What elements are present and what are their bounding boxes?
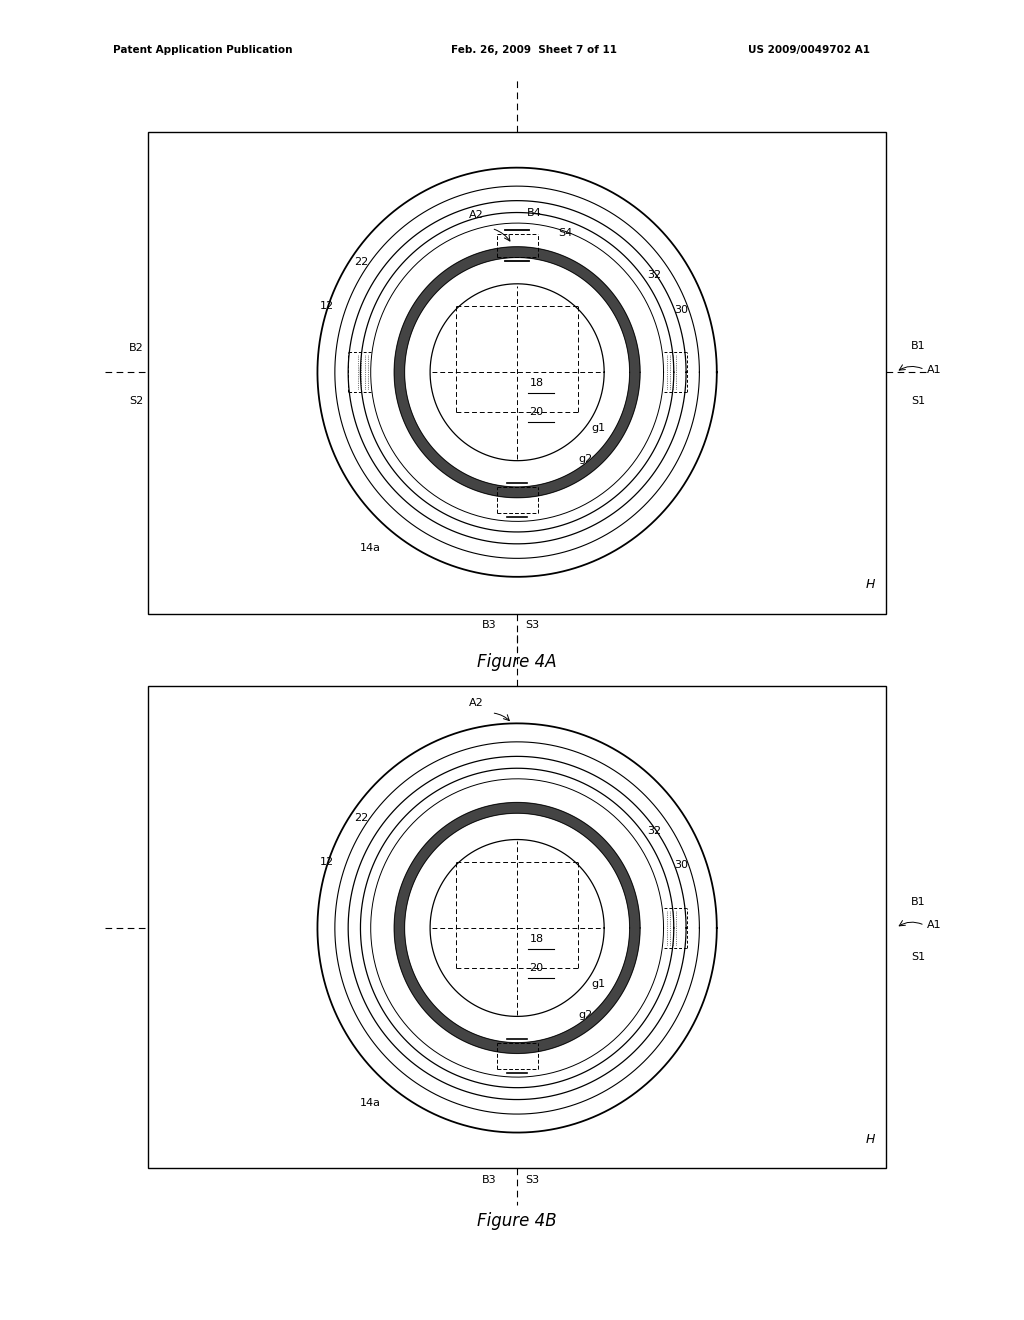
Text: B1: B1 — [911, 896, 926, 907]
Text: B4: B4 — [527, 207, 542, 218]
Text: B3: B3 — [482, 1175, 497, 1185]
Text: g2: g2 — [578, 1010, 592, 1020]
Text: B2: B2 — [129, 343, 143, 354]
Text: Figure 4A: Figure 4A — [477, 653, 557, 672]
Text: 14a: 14a — [359, 1098, 381, 1109]
Text: g1: g1 — [591, 979, 605, 989]
Text: H: H — [865, 1133, 876, 1146]
Text: A1: A1 — [927, 920, 941, 931]
Text: S3: S3 — [525, 1175, 540, 1185]
Text: g2: g2 — [578, 454, 592, 465]
Text: 22: 22 — [354, 257, 369, 267]
Text: B1: B1 — [911, 341, 926, 351]
Text: 18: 18 — [529, 933, 544, 944]
Text: Patent Application Publication: Patent Application Publication — [113, 45, 292, 55]
Text: A1: A1 — [927, 364, 941, 375]
Polygon shape — [394, 803, 640, 1053]
Text: B3: B3 — [482, 620, 497, 631]
Text: 14a: 14a — [359, 543, 381, 553]
Text: g1: g1 — [591, 422, 605, 433]
Text: Feb. 26, 2009  Sheet 7 of 11: Feb. 26, 2009 Sheet 7 of 11 — [451, 45, 616, 55]
Text: 32: 32 — [647, 271, 662, 280]
Text: 32: 32 — [647, 826, 662, 836]
Text: S1: S1 — [911, 952, 926, 962]
Text: H: H — [865, 578, 876, 591]
Text: 20: 20 — [529, 962, 544, 973]
Text: US 2009/0049702 A1: US 2009/0049702 A1 — [748, 45, 869, 55]
Text: A2: A2 — [469, 697, 483, 708]
Bar — [148, 132, 886, 614]
Text: 30: 30 — [675, 861, 689, 870]
Text: S2: S2 — [129, 396, 143, 407]
Bar — [148, 686, 886, 1168]
Text: A2: A2 — [469, 210, 483, 220]
Text: 30: 30 — [675, 305, 689, 314]
Text: 12: 12 — [319, 301, 334, 312]
Text: Figure 4B: Figure 4B — [477, 1212, 557, 1230]
Polygon shape — [394, 247, 640, 498]
Text: 12: 12 — [319, 857, 334, 867]
Text: 22: 22 — [354, 813, 369, 822]
Text: 18: 18 — [529, 378, 544, 388]
Text: S3: S3 — [525, 620, 540, 631]
Text: S4: S4 — [558, 227, 572, 238]
Text: 20: 20 — [529, 407, 544, 417]
Text: S1: S1 — [911, 396, 926, 407]
